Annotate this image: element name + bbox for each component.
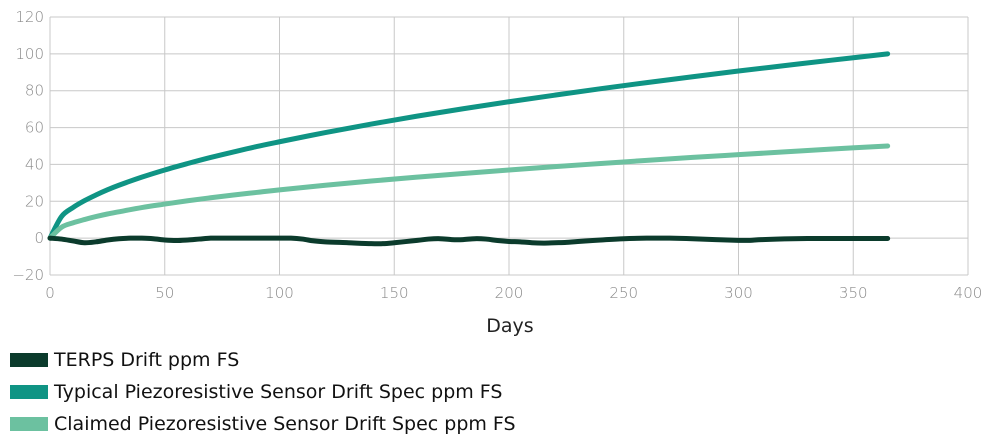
legend-label: Typical Piezoresistive Sensor Drift Spec…: [54, 381, 503, 403]
series-line-typical-piezoresistive: [47, 51, 891, 241]
legend-item: TERPS Drift ppm FS: [10, 345, 516, 375]
legend-label: TERPS Drift ppm FS: [54, 349, 240, 371]
legend-swatch: [10, 385, 48, 399]
series-line-terps: [47, 235, 891, 247]
y-tick-label: 40: [25, 155, 44, 173]
x-tick-labels: 0 50 100 150 200 250 300 350 400: [45, 284, 982, 302]
y-tick-label: −20: [12, 266, 44, 284]
x-axis-title: Days: [486, 315, 533, 337]
grid: [49, 16, 969, 276]
x-tick-label: 200: [495, 284, 524, 302]
series-line-claimed-piezoresistive: [47, 143, 891, 241]
x-tick-label: 150: [380, 284, 409, 302]
legend-item: Claimed Piezoresistive Sensor Drift Spec…: [10, 409, 516, 439]
y-tick-label: 120: [15, 8, 44, 26]
y-tick-labels: −20 0 20 40 60 80 100 120: [12, 8, 44, 284]
y-tick-label: 0: [34, 229, 44, 247]
y-tick-label: 100: [15, 45, 44, 63]
series-lines: [47, 51, 891, 247]
x-tick-label: 350: [839, 284, 868, 302]
x-tick-label: 50: [155, 284, 174, 302]
legend-swatch: [10, 417, 48, 431]
x-tick-label: 300: [724, 284, 753, 302]
x-tick-label: 100: [265, 284, 294, 302]
legend-item: Typical Piezoresistive Sensor Drift Spec…: [10, 377, 516, 407]
legend: TERPS Drift ppm FS Typical Piezoresistive…: [10, 345, 516, 441]
y-tick-label: 20: [25, 192, 44, 210]
legend-label: Claimed Piezoresistive Sensor Drift Spec…: [54, 413, 516, 435]
y-tick-label: 80: [25, 82, 44, 100]
y-tick-label: 60: [25, 119, 44, 137]
x-tick-label: 0: [45, 284, 55, 302]
x-tick-label: 250: [609, 284, 638, 302]
legend-swatch: [10, 353, 48, 367]
x-tick-label: 400: [954, 284, 983, 302]
